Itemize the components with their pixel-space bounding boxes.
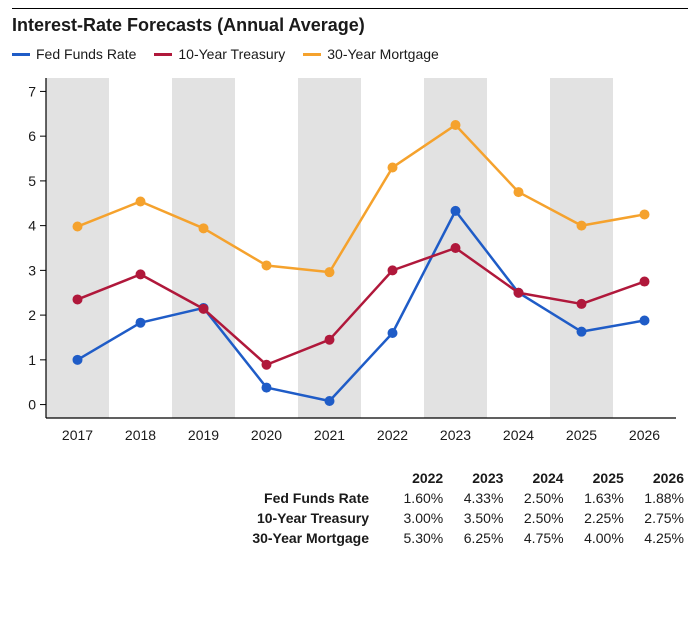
legend-label: Fed Funds Rate — [36, 46, 136, 62]
legend-item: Fed Funds Rate — [12, 46, 136, 62]
table-row: 30-Year Mortgage5.30%6.25%4.75%4.00%4.25… — [12, 528, 688, 548]
svg-text:2019: 2019 — [188, 427, 219, 443]
svg-text:2025: 2025 — [566, 427, 597, 443]
table-row-label: 30-Year Mortgage — [212, 528, 387, 548]
table-row-label: Fed Funds Rate — [212, 488, 387, 508]
table-col-header: 2026 — [628, 468, 688, 488]
legend-label: 30-Year Mortgage — [327, 46, 439, 62]
table-cell: 3.50% — [447, 508, 507, 528]
table-cell: 1.63% — [568, 488, 628, 508]
table-cell: 4.25% — [628, 528, 688, 548]
table-cell: 6.25% — [447, 528, 507, 548]
table-cell: 1.88% — [628, 488, 688, 508]
svg-text:2023: 2023 — [440, 427, 471, 443]
svg-text:2017: 2017 — [62, 427, 93, 443]
legend-swatch — [154, 53, 172, 56]
svg-text:0: 0 — [28, 397, 36, 413]
table-cell: 2.50% — [507, 508, 567, 528]
table-col-header: 2022 — [387, 468, 447, 488]
table-row: 10-Year Treasury3.00%3.50%2.50%2.25%2.75… — [12, 508, 688, 528]
svg-text:1: 1 — [28, 352, 36, 368]
table-row-label: 10-Year Treasury — [212, 508, 387, 528]
table-cell: 2.75% — [628, 508, 688, 528]
legend-item: 30-Year Mortgage — [303, 46, 439, 62]
svg-text:6: 6 — [28, 128, 36, 144]
table-cell: 2.25% — [568, 508, 628, 528]
svg-text:7: 7 — [28, 83, 36, 99]
svg-text:2024: 2024 — [503, 427, 534, 443]
table-cell: 4.00% — [568, 528, 628, 548]
legend-swatch — [303, 53, 321, 56]
svg-text:2: 2 — [28, 307, 36, 323]
table-row: Fed Funds Rate1.60%4.33%2.50%1.63%1.88% — [12, 488, 688, 508]
table-cell: 4.75% — [507, 528, 567, 548]
svg-text:3: 3 — [28, 262, 36, 278]
table-cell: 1.60% — [387, 488, 447, 508]
line-chart: 0 1 2 3 4 5 6 7 2017 2018 2019 2020 2021 2022 2023 2024… — [12, 68, 688, 458]
table-col-header: 2024 — [507, 468, 567, 488]
legend-swatch — [12, 53, 30, 56]
table-col-header: 2023 — [447, 468, 507, 488]
svg-text:5: 5 — [28, 173, 36, 189]
table-col-header: 2025 — [568, 468, 628, 488]
table-cell: 3.00% — [387, 508, 447, 528]
svg-text:2020: 2020 — [251, 427, 282, 443]
legend: Fed Funds Rate 10-Year Treasury 30-Year Mo… — [12, 46, 688, 62]
legend-item: 10-Year Treasury — [154, 46, 285, 62]
svg-text:2026: 2026 — [629, 427, 660, 443]
legend-label: 10-Year Treasury — [178, 46, 285, 62]
svg-text:2022: 2022 — [377, 427, 408, 443]
chart-title: Interest-Rate Forecasts (Annual Average) — [12, 8, 688, 36]
svg-text:2021: 2021 — [314, 427, 345, 443]
table-cell: 2.50% — [507, 488, 567, 508]
svg-text:4: 4 — [28, 218, 36, 234]
table-cell: 5.30% — [387, 528, 447, 548]
svg-text:2018: 2018 — [125, 427, 156, 443]
table-cell: 4.33% — [447, 488, 507, 508]
forecast-table: 20222023202420252026Fed Funds Rate1.60%4… — [12, 468, 688, 548]
